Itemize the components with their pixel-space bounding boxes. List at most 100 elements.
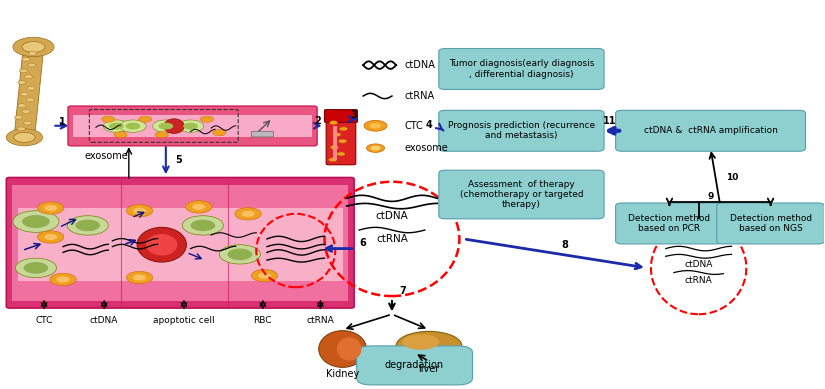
- Circle shape: [24, 121, 32, 125]
- Bar: [332, 126, 337, 160]
- Circle shape: [18, 81, 26, 84]
- Circle shape: [186, 201, 212, 213]
- Circle shape: [28, 63, 36, 67]
- Text: ctDNA: ctDNA: [404, 60, 435, 70]
- Text: RBC: RBC: [253, 315, 272, 324]
- Circle shape: [67, 216, 108, 235]
- Text: ctDNA: ctDNA: [685, 260, 713, 269]
- FancyBboxPatch shape: [717, 203, 824, 244]
- Circle shape: [75, 220, 100, 231]
- Text: exosome: exosome: [404, 143, 448, 153]
- FancyBboxPatch shape: [326, 121, 356, 165]
- Text: liver: liver: [418, 364, 440, 374]
- Circle shape: [22, 42, 45, 53]
- Text: 11: 11: [603, 116, 616, 126]
- Circle shape: [14, 132, 35, 142]
- Circle shape: [101, 116, 115, 122]
- Circle shape: [155, 131, 168, 138]
- Text: ctDNA: ctDNA: [90, 315, 118, 324]
- Circle shape: [45, 234, 57, 240]
- Circle shape: [339, 127, 347, 131]
- Text: 5: 5: [175, 155, 182, 165]
- Circle shape: [13, 37, 54, 57]
- Circle shape: [126, 205, 153, 217]
- Circle shape: [15, 115, 23, 119]
- Ellipse shape: [396, 331, 462, 360]
- Circle shape: [22, 58, 31, 61]
- FancyBboxPatch shape: [439, 49, 604, 89]
- Circle shape: [200, 116, 214, 122]
- Circle shape: [120, 120, 146, 132]
- Circle shape: [242, 211, 255, 217]
- Ellipse shape: [164, 119, 184, 133]
- Circle shape: [330, 145, 338, 149]
- Bar: [12, 185, 348, 301]
- FancyBboxPatch shape: [68, 106, 317, 146]
- Text: 10: 10: [726, 173, 738, 182]
- Text: ctDNA &  ctRNA amplification: ctDNA & ctRNA amplification: [644, 126, 777, 135]
- Text: 9: 9: [708, 192, 714, 201]
- Circle shape: [17, 127, 26, 131]
- Circle shape: [228, 249, 252, 260]
- Text: 6: 6: [360, 238, 366, 248]
- Ellipse shape: [403, 334, 439, 350]
- Circle shape: [20, 69, 28, 73]
- Text: 8: 8: [561, 240, 568, 251]
- Circle shape: [24, 262, 48, 274]
- Text: Detection method
based on NGS: Detection method based on NGS: [729, 214, 812, 233]
- Circle shape: [126, 272, 153, 284]
- Circle shape: [252, 270, 278, 282]
- Text: ctRNA: ctRNA: [307, 315, 334, 324]
- Text: exosome: exosome: [85, 151, 129, 161]
- Text: 7: 7: [399, 286, 406, 296]
- Circle shape: [213, 130, 226, 136]
- Text: Kidney: Kidney: [326, 369, 359, 379]
- Circle shape: [7, 129, 43, 146]
- Circle shape: [329, 121, 337, 124]
- Circle shape: [133, 208, 146, 214]
- Circle shape: [25, 75, 33, 79]
- Circle shape: [133, 275, 146, 280]
- Text: 2: 2: [314, 116, 321, 126]
- Circle shape: [191, 220, 215, 231]
- Ellipse shape: [318, 331, 366, 367]
- Circle shape: [177, 120, 204, 132]
- Circle shape: [235, 208, 262, 220]
- Ellipse shape: [337, 337, 361, 361]
- Ellipse shape: [137, 227, 186, 262]
- Text: ctDNA: ctDNA: [375, 211, 408, 221]
- FancyBboxPatch shape: [439, 110, 604, 151]
- Circle shape: [183, 123, 198, 130]
- FancyBboxPatch shape: [356, 346, 473, 385]
- Bar: [73, 114, 312, 137]
- Circle shape: [158, 123, 173, 130]
- Bar: [18, 208, 342, 281]
- Text: ctRNA: ctRNA: [404, 91, 435, 101]
- Circle shape: [182, 216, 224, 235]
- Text: Detection method
based on PCR: Detection method based on PCR: [629, 214, 710, 233]
- FancyBboxPatch shape: [615, 110, 805, 151]
- FancyBboxPatch shape: [439, 170, 604, 219]
- Text: 4: 4: [426, 120, 432, 130]
- Circle shape: [18, 104, 26, 108]
- Circle shape: [56, 276, 69, 282]
- Circle shape: [29, 52, 37, 56]
- Circle shape: [103, 120, 130, 132]
- Circle shape: [125, 123, 140, 130]
- Circle shape: [153, 120, 179, 132]
- Circle shape: [109, 123, 124, 130]
- Text: degradation: degradation: [385, 360, 444, 370]
- Circle shape: [114, 131, 127, 138]
- Text: 3: 3: [350, 110, 356, 120]
- Circle shape: [45, 205, 57, 211]
- Circle shape: [370, 146, 380, 151]
- Circle shape: [38, 231, 64, 243]
- Circle shape: [13, 211, 59, 232]
- Text: Assessment  of therapy
(chemotherapy or targeted
therapy): Assessment of therapy (chemotherapy or t…: [460, 180, 583, 209]
- Text: 1: 1: [59, 117, 66, 127]
- Circle shape: [338, 139, 346, 143]
- Circle shape: [364, 120, 387, 131]
- Circle shape: [22, 215, 50, 228]
- Circle shape: [27, 86, 35, 90]
- FancyBboxPatch shape: [7, 177, 354, 308]
